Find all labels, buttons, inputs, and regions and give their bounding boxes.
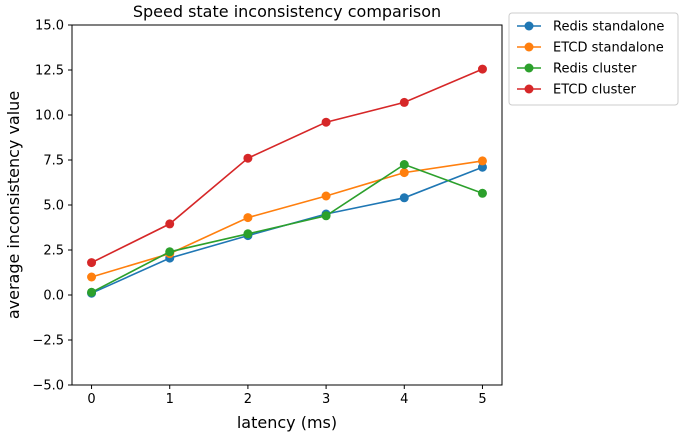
y-tick-label: 5.0 bbox=[43, 199, 64, 214]
chart-title: Speed state inconsistency comparison bbox=[133, 2, 441, 21]
legend-label: ETCD cluster bbox=[553, 83, 636, 98]
legend-label: Redis cluster bbox=[553, 62, 637, 77]
data-point bbox=[165, 219, 175, 229]
data-point bbox=[321, 211, 331, 221]
y-tick-label: −5.0 bbox=[32, 379, 64, 394]
y-tick-label: 12.5 bbox=[35, 64, 64, 79]
y-tick-label: 15.0 bbox=[35, 19, 64, 34]
legend-box bbox=[508, 12, 679, 106]
data-point bbox=[243, 153, 253, 163]
data-point bbox=[477, 162, 487, 172]
data-point bbox=[477, 188, 487, 198]
legend-marker bbox=[524, 21, 534, 31]
x-tick-label: 1 bbox=[166, 392, 174, 407]
data-point bbox=[477, 156, 487, 166]
data-point bbox=[243, 213, 253, 223]
axes-frame bbox=[71, 24, 503, 386]
x-tick-label: 5 bbox=[478, 392, 486, 407]
x-tick-label: 0 bbox=[87, 392, 95, 407]
data-point bbox=[87, 287, 97, 297]
y-axis-title: average inconsistency value bbox=[4, 91, 23, 319]
legend: Redis standalone ETCD standalone Redis clu… bbox=[508, 12, 679, 106]
series-line-1 bbox=[91, 160, 483, 278]
data-point bbox=[243, 229, 253, 239]
legend-marker bbox=[524, 84, 534, 94]
series-line-0 bbox=[91, 166, 483, 294]
legend-label: Redis standalone bbox=[553, 20, 664, 35]
data-point bbox=[399, 193, 409, 203]
y-tick-label: 10.0 bbox=[35, 109, 64, 124]
x-tick-label: 3 bbox=[322, 392, 330, 407]
legend-marker bbox=[524, 63, 534, 73]
data-point bbox=[165, 247, 175, 257]
x-axis-title: latency (ms) bbox=[237, 413, 337, 432]
data-point bbox=[321, 191, 331, 201]
series-line-2 bbox=[91, 163, 483, 294]
series-line-3 bbox=[91, 68, 483, 264]
y-tick-label: −2.5 bbox=[32, 334, 64, 349]
y-tick-label: 7.5 bbox=[43, 154, 64, 169]
data-point bbox=[399, 160, 409, 169]
y-tick-label: 0.0 bbox=[43, 289, 64, 304]
data-point bbox=[87, 272, 97, 282]
x-tick-label: 4 bbox=[400, 392, 408, 407]
y-tick-label: 2.5 bbox=[43, 244, 64, 259]
data-point bbox=[321, 117, 331, 127]
plot-area: 0 1 2 3 4 5 −5.0 −2.5 0.0 2.5 5.0 7.5 10.0 12.5 15.0 bbox=[32, 19, 503, 407]
data-point bbox=[399, 168, 409, 178]
legend-marker bbox=[524, 42, 534, 52]
legend-label: ETCD standalone bbox=[553, 41, 664, 56]
data-point bbox=[477, 64, 487, 74]
data-point bbox=[87, 258, 97, 268]
x-tick-label: 2 bbox=[244, 392, 252, 407]
data-point bbox=[399, 97, 409, 107]
